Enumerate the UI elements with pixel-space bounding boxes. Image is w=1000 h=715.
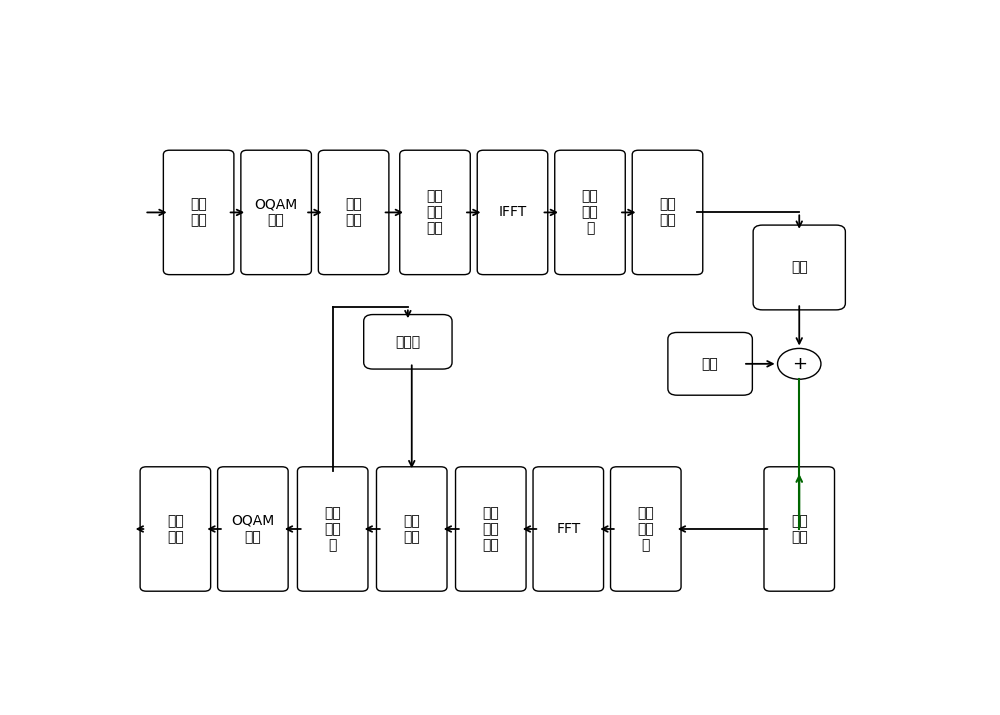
FancyBboxPatch shape (163, 150, 234, 275)
FancyBboxPatch shape (297, 467, 368, 591)
FancyBboxPatch shape (140, 467, 211, 591)
FancyBboxPatch shape (477, 150, 548, 275)
Text: 噪声: 噪声 (702, 357, 718, 371)
FancyBboxPatch shape (318, 150, 389, 275)
Text: 子载
波均
衡: 子载 波均 衡 (324, 506, 341, 552)
Text: 删除
初始
相位: 删除 初始 相位 (482, 506, 499, 552)
FancyBboxPatch shape (764, 467, 835, 591)
Text: 串并
转换: 串并 转换 (190, 197, 207, 227)
FancyBboxPatch shape (364, 315, 452, 369)
FancyBboxPatch shape (533, 467, 604, 591)
FancyBboxPatch shape (218, 467, 288, 591)
FancyBboxPatch shape (632, 150, 703, 275)
Text: OQAM
调制: OQAM 调制 (254, 197, 298, 227)
Text: 多相
滤波
器: 多相 滤波 器 (637, 506, 654, 552)
FancyBboxPatch shape (456, 467, 526, 591)
Text: OQAM
解调: OQAM 解调 (231, 514, 274, 544)
FancyBboxPatch shape (611, 467, 681, 591)
FancyBboxPatch shape (555, 150, 625, 275)
Text: 信道
估计: 信道 估计 (403, 514, 420, 544)
Text: 插入
导频: 插入 导频 (345, 197, 362, 227)
Circle shape (778, 348, 821, 379)
Text: 串并
转换: 串并 转换 (791, 514, 808, 544)
Text: IFFT: IFFT (498, 205, 527, 220)
Text: 并串
转换: 并串 转换 (659, 197, 676, 227)
FancyBboxPatch shape (241, 150, 311, 275)
Text: 信道: 信道 (791, 260, 808, 275)
Text: 并串
转换: 并串 转换 (167, 514, 184, 544)
FancyBboxPatch shape (376, 467, 447, 591)
FancyBboxPatch shape (400, 150, 470, 275)
Text: 硬判决: 硬判决 (395, 335, 420, 349)
Text: +: + (792, 355, 807, 373)
FancyBboxPatch shape (668, 332, 752, 395)
FancyBboxPatch shape (753, 225, 845, 310)
Text: FFT: FFT (556, 522, 580, 536)
Text: 多相
滤波
器: 多相 滤波 器 (582, 189, 598, 236)
Text: 添加
初始
相位: 添加 初始 相位 (427, 189, 443, 236)
